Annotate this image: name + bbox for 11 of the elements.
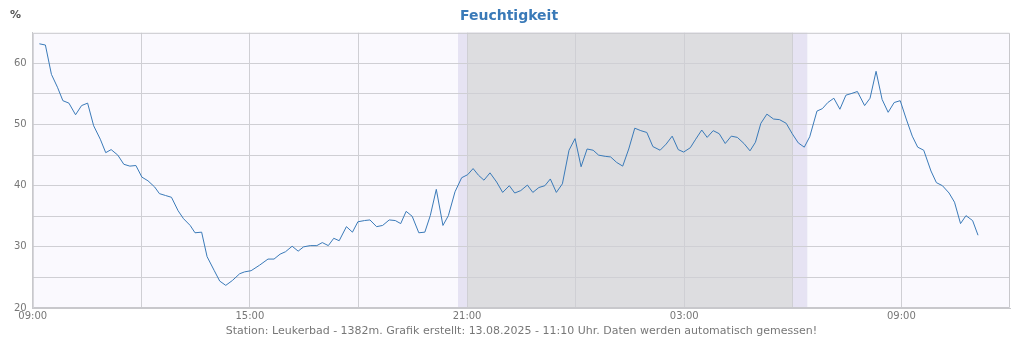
y-tick-label: 50 (13, 118, 27, 130)
x-tick-label: 15:00 (235, 309, 265, 321)
y-axis-title: % (10, 8, 22, 22)
x-tick-label: 21:00 (452, 309, 482, 321)
y-tick-label: 40 (13, 179, 27, 191)
y-tick-label: 60 (13, 56, 27, 68)
y-tick-label: 30 (13, 240, 27, 252)
x-tick-label: 09:00 (887, 309, 916, 321)
text: Station: Leukerbad - 1382m. Grafik erstellt: 13.08.2025 - 11:10 Uhr. Daten werden automatisch gemessen! (225, 324, 818, 338)
chart-title: Feuchtigkeit (459, 7, 559, 24)
x-tick-label: 03:00 (669, 309, 699, 321)
